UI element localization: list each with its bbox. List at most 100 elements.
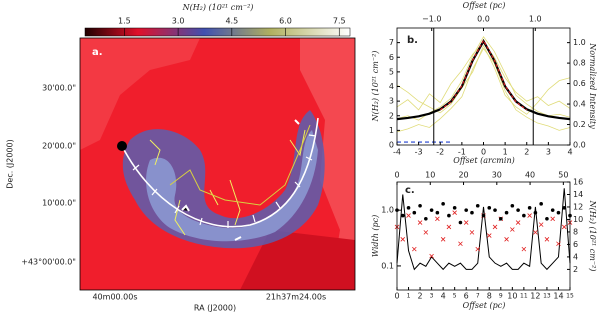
x-tick-label: 21h37m24.00s [266, 293, 326, 302]
colorbar-label: N(H₂) (10²¹ cm⁻²) [182, 3, 254, 12]
cross-point [463, 220, 469, 225]
x-tick-label: 13 [543, 293, 551, 300]
y2-tick-label: 0.4 [573, 100, 586, 109]
profile-line [396, 44, 571, 115]
width-point [406, 206, 411, 210]
width-point [458, 220, 463, 225]
profile-line [396, 41, 571, 111]
y-tick-label: 4 [389, 82, 394, 91]
x-tick-label: 15 [566, 293, 574, 300]
y-tick-label: 3 [389, 97, 394, 106]
width-point [516, 208, 520, 212]
density-line [396, 188, 571, 271]
y-tick-label: 1.0 [381, 206, 394, 215]
x-tick-label: 1 [407, 293, 411, 300]
cross-point [400, 237, 406, 242]
cross-point [458, 241, 463, 247]
width-point [533, 210, 538, 215]
panel-label: a. [92, 47, 103, 58]
width-point [522, 213, 526, 218]
width-point [435, 210, 440, 215]
y2-tick-label: 4 [573, 252, 578, 261]
x-axis-label: RA (J2000) [194, 304, 236, 313]
cross-point [492, 224, 498, 230]
colorbar-tick-label: 1.5 [118, 17, 131, 26]
y2-tick-label: 0.6 [573, 79, 586, 88]
x-tick-label: 7 [476, 293, 480, 300]
y2-tick-label: 16 [573, 178, 583, 187]
width-point [429, 208, 434, 212]
profile-line [396, 38, 571, 121]
y2-tick-label: 1.0 [573, 38, 586, 47]
y-tick-label: 0 [389, 141, 394, 150]
y-tick-label: 20'00.0" [42, 142, 76, 151]
y2-axis-label: N(H₂) (10²¹ cm⁻²) [588, 200, 597, 272]
map-frame [79, 37, 356, 291]
x-axis-label: Offset (arcmin) [453, 156, 514, 165]
y-tick-label: 6 [389, 53, 394, 62]
colorbar-tick-label: 3.0 [172, 17, 185, 26]
width-point [475, 203, 480, 208]
cross-point [429, 253, 434, 259]
width-point [539, 202, 543, 206]
width-point [441, 202, 445, 206]
y2-tick-label: 0.0 [573, 141, 586, 150]
width-point [493, 208, 497, 212]
x-tick-label: 11 [520, 293, 528, 300]
cross-point [412, 246, 417, 252]
x-tick-label: 40m00.00s [92, 293, 137, 302]
cross-point [452, 210, 457, 215]
width-point [464, 208, 469, 212]
cross-point [544, 237, 550, 242]
cross-point [423, 230, 429, 235]
y2-tick-label: 8 [573, 227, 578, 236]
y2-tick-label: 0.2 [573, 120, 586, 129]
y-axis-label: Dec. (J2000) [6, 139, 15, 189]
y2-tick-label: 14 [573, 190, 583, 199]
colorbar [84, 27, 351, 37]
y2-tick-label: 10 [573, 215, 583, 224]
y-tick-label: 10'00.0" [42, 199, 76, 208]
x-tick-label: 4 [441, 292, 446, 301]
colorbar-tick-label: 4.5 [225, 17, 238, 26]
width-point [481, 213, 486, 218]
cross-point [446, 224, 452, 230]
width-point [470, 210, 474, 215]
x-tick-label: 3 [546, 148, 551, 157]
cross-point [538, 222, 544, 227]
cross-point [533, 230, 538, 235]
width-point [424, 217, 428, 221]
y2-tick-label: 6 [573, 240, 578, 249]
x-tick-label: 6 [464, 292, 469, 301]
cross-point [486, 233, 492, 238]
y-tick-label: 1 [389, 126, 394, 135]
colorbar-tick-label: 6.0 [279, 17, 292, 26]
x2-tick-label: −1.0 [422, 15, 441, 24]
x-tick-label: 0 [394, 292, 399, 301]
cross-point [406, 213, 411, 218]
cross-point [510, 227, 515, 232]
width-point [562, 206, 567, 210]
cross-point [435, 216, 440, 222]
width-point [447, 213, 451, 218]
y-tick-label: 0.1 [381, 261, 394, 270]
x-tick-label: 0 [481, 148, 486, 157]
x-tick-label: -4 [393, 148, 401, 157]
x-axis-label: Offset (pc) [463, 301, 506, 310]
width-point [499, 217, 503, 221]
cross-point [521, 246, 527, 252]
x2-tick-label: 1.0 [529, 15, 542, 24]
y2-tick-label: 12 [573, 202, 583, 211]
x-tick-label: -1 [458, 148, 466, 157]
width-point [504, 210, 509, 215]
x2-tick-label: 50 [558, 171, 568, 180]
width-point [510, 203, 515, 208]
width-point [418, 203, 422, 208]
y2-tick-label: 2 [573, 265, 578, 274]
cross-point [440, 237, 446, 242]
x2-tick-label: 40 [525, 171, 535, 180]
panel-label: c. [405, 185, 415, 196]
x2-tick-label: 0 [394, 171, 399, 180]
panel-label: b. [407, 35, 418, 46]
